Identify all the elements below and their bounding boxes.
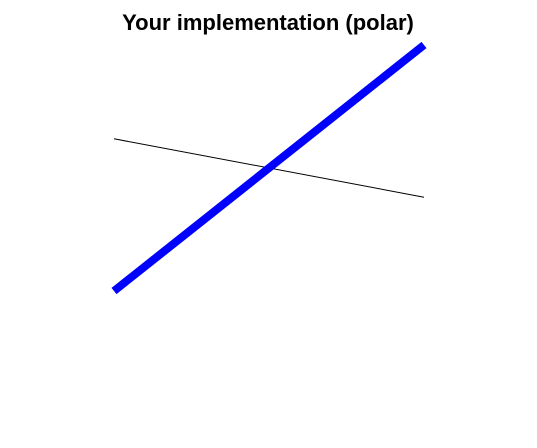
plot-title: Your implementation (polar) (122, 10, 414, 35)
blue-series-line (111, 41, 427, 295)
plot-area (111, 41, 427, 295)
